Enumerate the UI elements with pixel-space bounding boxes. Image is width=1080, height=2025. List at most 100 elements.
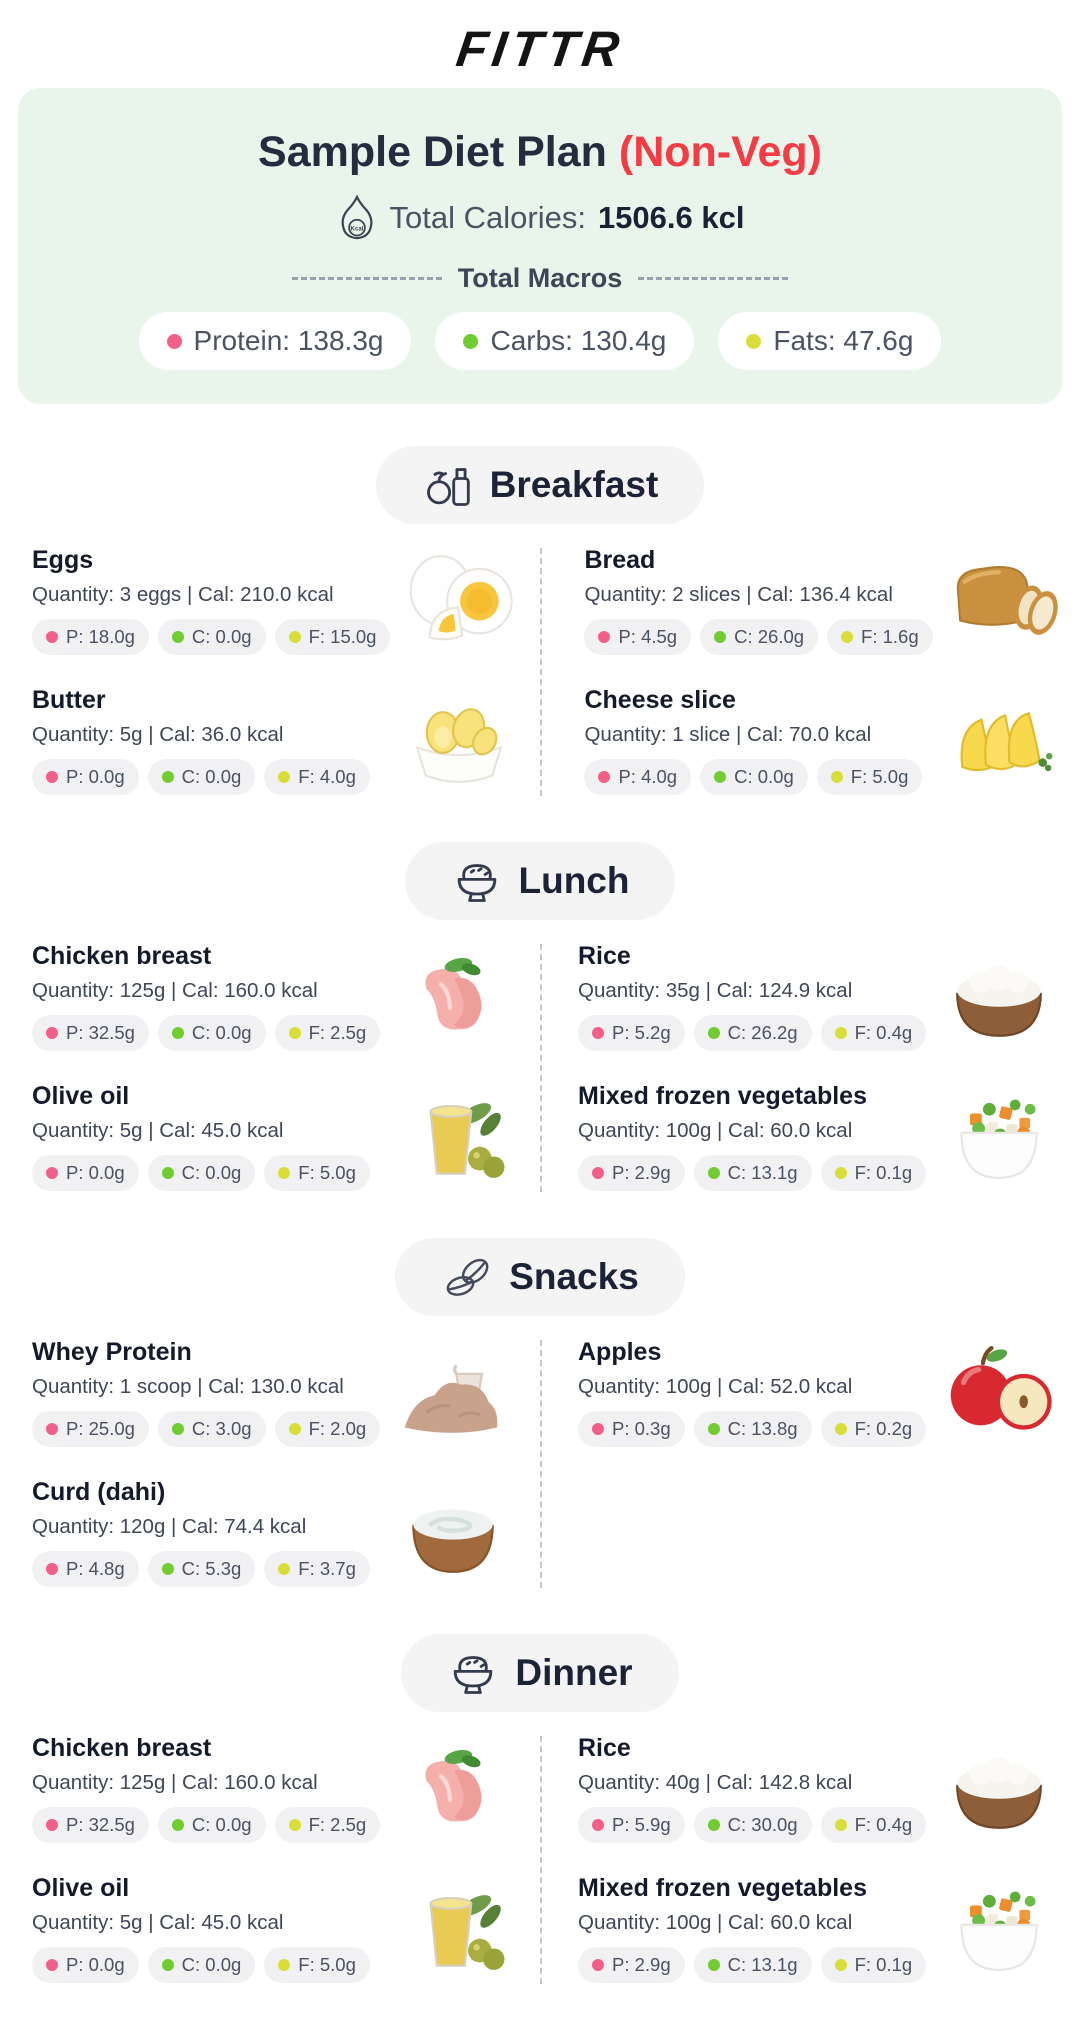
protein-value: P: 5.9g <box>612 1814 671 1835</box>
food-title: Eggs <box>32 546 94 574</box>
almonds-icon <box>441 1251 493 1303</box>
food-item: Olive oil Quantity: 5g | Cal: 45.0 kcal … <box>22 1080 512 1196</box>
carbs-value: C: 13.1g <box>727 1954 798 1975</box>
section-title: Breakfast <box>489 464 659 505</box>
fats-value: F: 2.5g <box>308 1022 367 1043</box>
fats-dot-icon <box>278 771 291 783</box>
carbs-dot-icon <box>714 631 727 643</box>
carbs-value: C: 0.0g <box>734 766 794 787</box>
carbs-chip: C: 26.0g <box>700 619 819 655</box>
food-item: Whey Protein Quantity: 1 scoop | Cal: 13… <box>22 1336 512 1452</box>
food-title: Whey Protein <box>32 1338 192 1366</box>
protein-dot-icon <box>592 1423 604 1435</box>
chicken-breast-image <box>394 940 512 1050</box>
protein-dot-icon <box>46 771 58 783</box>
fats-value: F: 5.0g <box>298 1954 356 1975</box>
fats-dot-icon <box>834 1423 847 1435</box>
total-calories-value: 1506.6 kcl <box>597 200 745 235</box>
total-calories-label: Total Calories: <box>389 200 586 235</box>
protein-value: P: 0.0g <box>66 1162 125 1183</box>
food-quantity: Quantity: 100g | Cal: 60.0 kcal <box>578 1911 853 1934</box>
fats-dot-icon <box>288 1027 301 1039</box>
total-macros-title: Total Macros <box>457 263 623 293</box>
fats-chip: F: 4.0g <box>264 759 370 795</box>
food-item-info: Bread Quantity: 2 slices | Cal: 136.4 kc… <box>584 544 933 655</box>
macro-chips: P: 4.8g C: 5.3g F: 3.7g <box>32 1551 384 1587</box>
food-title: Olive oil <box>32 1082 130 1110</box>
food-item: Mixed frozen vegetables Quantity: 100g |… <box>568 1872 1058 1988</box>
fats-chip: F: 0.1g <box>820 1947 927 1983</box>
protein-value: P: 25.0g <box>66 1418 135 1439</box>
carbs-dot-icon <box>161 1959 174 1971</box>
food-title: Mixed frozen vegetables <box>578 1874 867 1902</box>
food-item-info: Whey Protein Quantity: 1 scoop | Cal: 13… <box>32 1336 384 1447</box>
fats-dot-icon <box>834 1819 847 1831</box>
macro-chips: P: 32.5g C: 0.0g F: 2.5g <box>32 1807 384 1843</box>
food-quantity: Quantity: 3 eggs | Cal: 210.0 kcal <box>32 583 334 606</box>
carbs-value: C: 0.0g <box>191 626 252 647</box>
section-breakfast: Breakfast Eggs Quantity: 3 eggs | Cal: 2… <box>0 446 1080 800</box>
rice-bowl-icon <box>447 1647 499 1699</box>
food-title: Rice <box>578 1734 631 1762</box>
boiled-eggs-image <box>400 544 518 654</box>
carbs-dot-icon <box>707 1819 720 1831</box>
food-item-info: Apples Quantity: 100g | Cal: 52.0 kcal P… <box>578 1336 930 1447</box>
fats-value: F: 0.1g <box>854 1954 913 1975</box>
fats-value: F: 5.0g <box>850 766 909 787</box>
protein-chip: P: 4.0g <box>584 759 692 795</box>
carbs-chip: C: 13.8g <box>693 1411 812 1447</box>
food-item: Apples Quantity: 100g | Cal: 52.0 kcal P… <box>568 1336 1058 1452</box>
food-item: Curd (dahi) Quantity: 120g | Cal: 74.4 k… <box>22 1476 512 1592</box>
food-title: Butter <box>32 686 106 714</box>
fats-value: F: 1.6g <box>861 626 919 647</box>
section-dinner: Dinner Chicken breast Quantity: 125g | C… <box>0 1634 1080 1988</box>
protein-chip: P: 2.9g <box>578 1155 685 1191</box>
macro-chips: P: 2.9g C: 13.1g F: 0.1g <box>578 1947 930 1983</box>
total-macros-header: Total Macros <box>38 263 1042 294</box>
food-item-info: Olive oil Quantity: 5g | Cal: 45.0 kcal … <box>32 1872 384 1983</box>
protein-chip: P: 32.5g <box>32 1015 149 1051</box>
carbs-chip: C: 0.0g <box>157 1015 266 1051</box>
protein-chip: P: 5.9g <box>578 1807 685 1843</box>
protein-dot-icon <box>46 631 58 643</box>
rice-bowl-image <box>940 1732 1058 1842</box>
section-items-grid: Chicken breast Quantity: 125g | Cal: 160… <box>22 1732 1058 1988</box>
fats-value: F: 0.4g <box>854 1814 913 1835</box>
fats-dot-icon <box>841 631 854 643</box>
dashed-divider-right <box>638 277 789 280</box>
carbs-dot-icon <box>161 1563 174 1575</box>
macro-chips: P: 0.3g C: 13.8g F: 0.2g <box>578 1411 930 1447</box>
food-item-info: Mixed frozen vegetables Quantity: 100g |… <box>578 1080 930 1191</box>
food-item-info: Curd (dahi) Quantity: 120g | Cal: 74.4 k… <box>32 1476 384 1587</box>
protein-dot-icon <box>46 1563 58 1575</box>
food-quantity: Quantity: 1 scoop | Cal: 130.0 kcal <box>32 1375 344 1398</box>
fats-value: F: 5.0g <box>298 1162 356 1183</box>
protein-dot-icon <box>592 1027 604 1039</box>
food-item-info: Olive oil Quantity: 5g | Cal: 45.0 kcal … <box>32 1080 384 1191</box>
fats-total-pill: Fats: 47.6g <box>718 312 942 370</box>
carbs-value: C: 26.2g <box>727 1022 798 1043</box>
bread-image <box>943 544 1061 654</box>
food-item: Rice Quantity: 35g | Cal: 124.9 kcal P: … <box>568 940 1058 1056</box>
food-quantity: Quantity: 125g | Cal: 160.0 kcal <box>32 1771 318 1794</box>
protein-chip: P: 25.0g <box>32 1411 149 1447</box>
olive-oil-image <box>394 1872 512 1982</box>
fats-chip: F: 15.0g <box>274 619 391 655</box>
food-quantity: Quantity: 40g | Cal: 142.8 kcal <box>578 1771 853 1794</box>
protein-dot-icon <box>592 1819 604 1831</box>
carbs-value: C: 0.0g <box>191 1022 252 1043</box>
total-macros-row: Protein: 138.3g Carbs: 130.4g Fats: 47.6… <box>38 312 1042 370</box>
carbs-chip: C: 0.0g <box>157 619 266 655</box>
food-quantity: Quantity: 5g | Cal: 45.0 kcal <box>32 1911 284 1934</box>
cheese-slice-image <box>943 684 1061 794</box>
food-title: Bread <box>584 546 656 574</box>
macro-chips: P: 2.9g C: 13.1g F: 0.1g <box>578 1155 930 1191</box>
section-header-lunch: Lunch <box>404 842 676 920</box>
fats-chip: F: 2.5g <box>274 1015 381 1051</box>
protein-value: P: 32.5g <box>66 1814 135 1835</box>
carbs-chip: C: 0.0g <box>147 759 256 795</box>
fats-chip: F: 0.4g <box>820 1015 927 1051</box>
macro-chips: P: 0.0g C: 0.0g F: 5.0g <box>32 1947 384 1983</box>
food-item: Rice Quantity: 40g | Cal: 142.8 kcal P: … <box>568 1732 1058 1848</box>
